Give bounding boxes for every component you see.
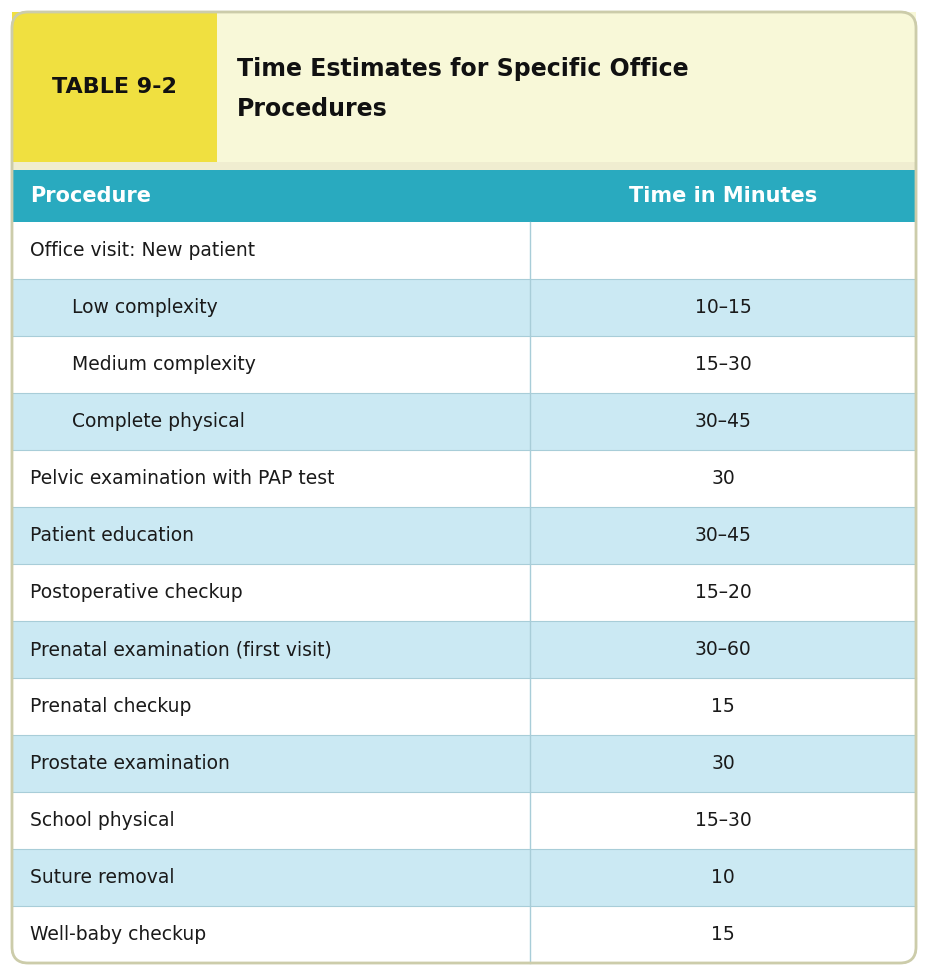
Bar xyxy=(12,678,915,735)
Text: 30: 30 xyxy=(710,469,734,488)
Text: Suture removal: Suture removal xyxy=(30,868,174,887)
Bar xyxy=(12,849,915,906)
Text: Procedure: Procedure xyxy=(30,186,151,206)
Text: 15: 15 xyxy=(710,697,734,716)
Text: Pelvic examination with PAP test: Pelvic examination with PAP test xyxy=(30,469,334,488)
Text: Complete physical: Complete physical xyxy=(72,412,245,431)
Text: 15–20: 15–20 xyxy=(694,583,751,602)
Text: 10–15: 10–15 xyxy=(694,298,751,317)
Text: Procedures: Procedures xyxy=(236,98,387,122)
Text: Time in Minutes: Time in Minutes xyxy=(629,186,817,206)
Text: Prenatal checkup: Prenatal checkup xyxy=(30,697,191,716)
Bar xyxy=(12,12,217,162)
Text: TABLE 9-2: TABLE 9-2 xyxy=(52,77,177,97)
Bar xyxy=(12,621,915,678)
Text: 15: 15 xyxy=(710,925,734,944)
Bar xyxy=(12,792,915,849)
Bar xyxy=(12,336,915,393)
Text: 30–45: 30–45 xyxy=(693,526,751,545)
Text: Low complexity: Low complexity xyxy=(72,298,218,317)
Text: 15–30: 15–30 xyxy=(694,811,751,830)
Bar xyxy=(12,735,915,792)
Bar xyxy=(12,450,915,507)
Text: Patient education: Patient education xyxy=(30,526,194,545)
Bar xyxy=(12,507,915,564)
Bar xyxy=(217,12,915,162)
Text: 10: 10 xyxy=(710,868,734,887)
Bar xyxy=(12,279,915,336)
Text: 15–30: 15–30 xyxy=(694,355,751,374)
Bar xyxy=(12,906,915,963)
Text: Office visit: New patient: Office visit: New patient xyxy=(30,241,255,260)
Bar xyxy=(12,393,915,450)
Text: Prostate examination: Prostate examination xyxy=(30,754,230,773)
Text: Time Estimates for Specific Office: Time Estimates for Specific Office xyxy=(236,57,688,81)
Text: Well-baby checkup: Well-baby checkup xyxy=(30,925,206,944)
Text: 30–60: 30–60 xyxy=(694,640,751,659)
Text: 30: 30 xyxy=(710,754,734,773)
Text: Prenatal examination (first visit): Prenatal examination (first visit) xyxy=(30,640,331,659)
FancyBboxPatch shape xyxy=(12,12,915,963)
Text: Postoperative checkup: Postoperative checkup xyxy=(30,583,242,602)
Bar xyxy=(12,170,915,222)
Text: Medium complexity: Medium complexity xyxy=(72,355,256,374)
Text: 30–45: 30–45 xyxy=(693,412,751,431)
Text: School physical: School physical xyxy=(30,811,174,830)
Bar xyxy=(12,222,915,279)
Bar xyxy=(12,564,915,621)
